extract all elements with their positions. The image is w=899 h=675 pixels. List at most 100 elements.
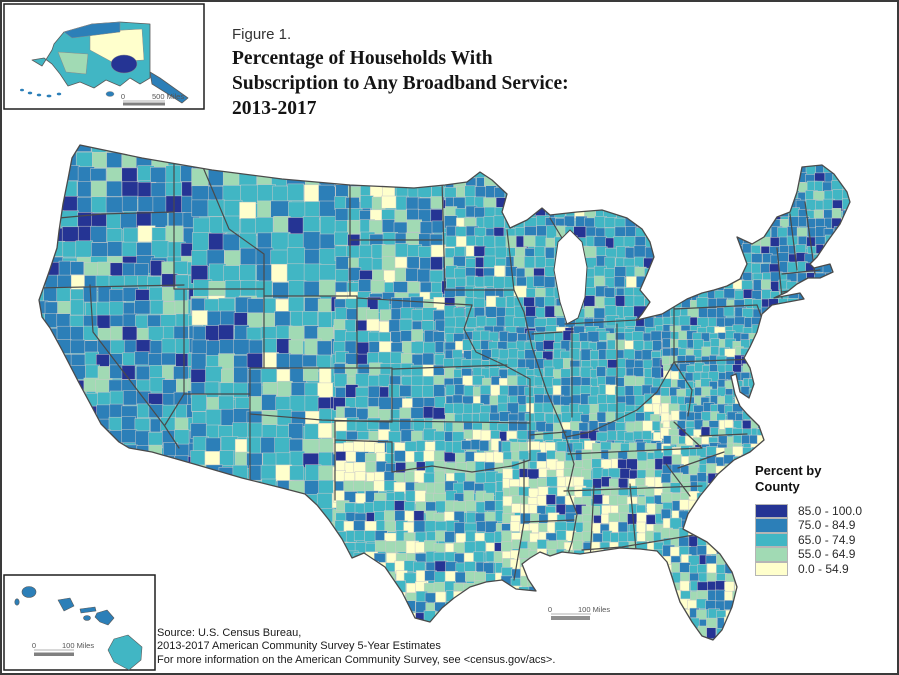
county-cell — [608, 631, 621, 640]
county-cell — [759, 208, 771, 219]
county-cell — [475, 145, 486, 157]
county-cell — [162, 301, 177, 316]
county-cell — [821, 356, 831, 366]
county-cell — [592, 567, 603, 580]
hawaii-inset: 0 100 Miles — [3, 574, 156, 671]
county-cell — [290, 562, 307, 580]
county-cell — [443, 611, 457, 625]
county-cell — [77, 181, 93, 198]
county-cell — [706, 510, 718, 522]
county-cell — [174, 300, 189, 315]
county-cell — [869, 165, 880, 175]
county-cell — [335, 570, 349, 583]
county-cell — [671, 253, 682, 264]
county-cell — [529, 568, 541, 580]
county-cell — [662, 190, 673, 201]
county-cell — [670, 272, 680, 286]
county-cell — [790, 341, 801, 353]
county-cell — [149, 299, 164, 315]
county-cell — [205, 409, 223, 426]
county-cell — [615, 147, 629, 161]
county-cell — [623, 167, 636, 180]
county-cell — [765, 372, 775, 381]
county-cell — [861, 183, 871, 192]
county-cell — [288, 592, 304, 610]
county-cell — [534, 256, 546, 268]
county-cell — [789, 378, 799, 389]
county-cell — [849, 254, 850, 264]
county-cell — [636, 521, 646, 534]
legend-title-line-1: Percent by — [755, 463, 822, 478]
county-cell — [247, 537, 265, 554]
county-cell — [479, 385, 492, 396]
county-cell — [375, 591, 389, 605]
county-cell — [635, 198, 649, 209]
county-cell — [121, 195, 138, 212]
county-cell — [820, 339, 831, 351]
county-cell — [723, 217, 736, 230]
county-cell — [716, 263, 730, 276]
county-cell — [39, 560, 47, 576]
county-cell — [276, 493, 292, 511]
county-cell — [335, 152, 355, 172]
county-cell — [645, 197, 659, 208]
county-cell — [270, 200, 290, 218]
county-cell — [381, 195, 397, 209]
county-cell — [782, 363, 792, 372]
county-cell — [832, 145, 844, 150]
county-cell — [260, 368, 277, 385]
county-cell — [290, 605, 306, 621]
county-cell — [766, 379, 776, 389]
county-cell — [45, 353, 60, 368]
county-cell — [742, 145, 754, 147]
county-cell — [770, 609, 782, 622]
county-cell — [688, 145, 700, 158]
county-cell — [864, 411, 874, 419]
county-cell — [608, 467, 621, 478]
county-cell — [735, 464, 745, 476]
county-cell — [832, 626, 846, 637]
county-cell — [849, 155, 850, 167]
county-cell — [870, 349, 879, 360]
county-cell — [122, 390, 138, 406]
county-cell — [97, 533, 114, 548]
county-cell — [554, 168, 566, 181]
county-cell — [734, 180, 746, 191]
county-cell — [743, 199, 754, 212]
county-cell — [842, 590, 850, 602]
county-cell — [842, 172, 850, 185]
county-cell — [869, 235, 880, 247]
county-cell — [636, 176, 649, 190]
county-cell — [454, 384, 466, 396]
county-cell — [573, 586, 585, 599]
county-cell — [39, 151, 48, 169]
county-cell — [57, 548, 73, 563]
county-cell — [494, 246, 508, 259]
county-cell — [239, 152, 259, 171]
county-cell — [624, 206, 636, 218]
county-cell — [344, 602, 356, 615]
county-cell — [174, 483, 190, 498]
county-cell — [465, 147, 476, 159]
county-cell — [384, 593, 396, 605]
county-cell — [708, 190, 720, 202]
county-cell — [637, 568, 649, 579]
county-cell — [772, 338, 785, 350]
county-cell — [453, 255, 466, 267]
county-cell — [205, 366, 223, 383]
county-cell — [234, 591, 251, 608]
county-cell — [364, 602, 378, 614]
county-cell — [92, 151, 109, 168]
county-cell — [680, 180, 692, 192]
county-cell — [360, 195, 374, 209]
county-cell — [723, 199, 735, 210]
county-cell — [302, 366, 319, 382]
county-cell — [680, 244, 692, 257]
county-cell — [105, 196, 124, 215]
county-cell — [770, 315, 783, 326]
county-cell — [742, 162, 755, 173]
county-cell — [628, 577, 640, 589]
county-cell — [316, 492, 334, 510]
county-cell — [796, 609, 809, 622]
source-line-3: For more information on the American Com… — [157, 653, 556, 666]
